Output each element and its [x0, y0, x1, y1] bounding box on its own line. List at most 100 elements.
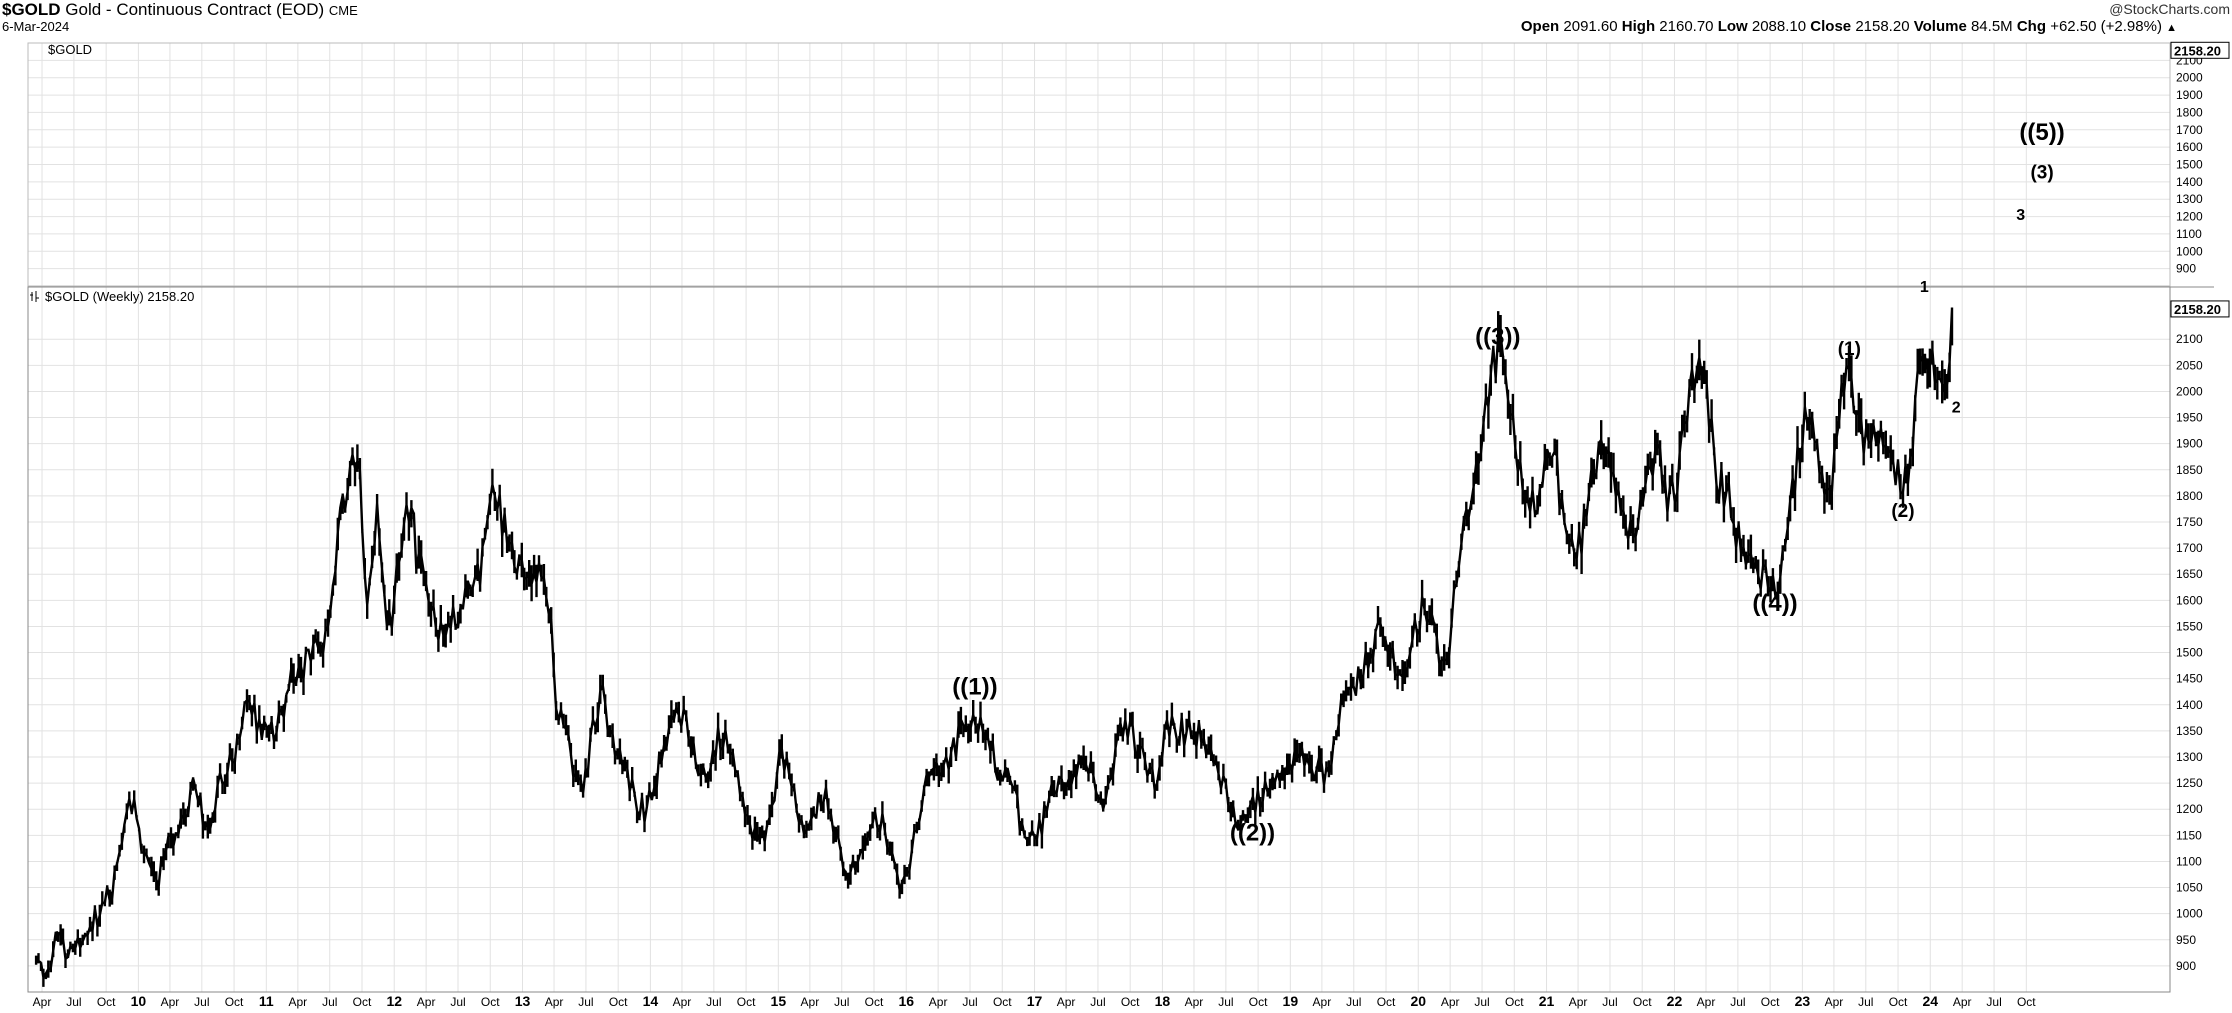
- x-tick-label: Oct: [1121, 995, 1140, 1009]
- x-tick-label: Jul: [578, 995, 593, 1009]
- y-tick-label: 1350: [2176, 724, 2203, 738]
- x-tick-label: Apr: [1185, 995, 1204, 1009]
- y-tick-label: 1700: [2176, 123, 2203, 137]
- x-tick-label: Oct: [353, 995, 372, 1009]
- wave-label: (1): [1838, 339, 1861, 360]
- close-value: 2158.20: [1855, 18, 1910, 35]
- chart-title: $GOLD Gold - Continuous Contract (EOD) C…: [2, 0, 358, 20]
- x-axis: Apr Jul Oct 10 Apr Jul Oct 11 Apr Jul Oct 12 Apr Jul O…: [33, 993, 2037, 1009]
- y-tick-label: 1500: [2176, 646, 2203, 660]
- x-tick-label: Apr: [1953, 995, 1972, 1009]
- wave-label: 2: [1952, 399, 1961, 416]
- grid-lines: [28, 43, 2170, 992]
- gold-weekly-line: [34, 307, 1954, 987]
- wave-label: ((4)): [1752, 590, 1797, 617]
- last-value-tag-text: 2158.20: [2174, 43, 2221, 58]
- x-tick-label: Jul: [834, 995, 849, 1009]
- x-tick-label: 18: [1155, 993, 1171, 1009]
- wave-label: (2): [1891, 501, 1914, 522]
- x-tick-label: Jul: [1730, 995, 1745, 1009]
- x-tick-label: Apr: [289, 995, 308, 1009]
- contract-name: Gold - Continuous Contract (EOD): [65, 0, 325, 19]
- x-tick-label: 21: [1539, 993, 1555, 1009]
- y-tick-label: 1800: [2176, 489, 2203, 503]
- x-tick-label: 24: [1922, 993, 1938, 1009]
- y-tick-label: 1150: [2176, 828, 2202, 842]
- y-tick-label: 900: [2176, 262, 2196, 276]
- y-tick-label: 950: [2176, 933, 2196, 947]
- y-tick-label: 1550: [2176, 619, 2203, 633]
- x-tick-label: Oct: [1249, 995, 1268, 1009]
- top-y-axis: 900 1000 1100 1200 1300 1400 1500 1600 1700 1800 1…: [2176, 53, 2203, 275]
- y-tick-label: 1650: [2176, 567, 2203, 581]
- close-label: Close: [1810, 18, 1852, 35]
- x-tick-label: 17: [1027, 993, 1043, 1009]
- x-tick-label: Oct: [1761, 995, 1780, 1009]
- x-tick-label: Oct: [225, 995, 244, 1009]
- chg-label: Chg: [2016, 18, 2047, 35]
- wave-label: 1: [1920, 279, 1929, 296]
- x-tick-label: Apr: [1569, 995, 1588, 1009]
- x-tick-label: Oct: [993, 995, 1012, 1009]
- x-tick-label: Jul: [322, 995, 337, 1009]
- x-tick-label: 22: [1667, 993, 1683, 1009]
- y-tick-label: 1300: [2176, 750, 2203, 764]
- y-tick-label: 1400: [2176, 175, 2203, 189]
- y-tick-label: 1900: [2176, 88, 2203, 102]
- x-tick-label: Jul: [1218, 995, 1233, 1009]
- y-tick-label: 1900: [2176, 437, 2203, 451]
- main-legend-text: $GOLD (Weekly) 2158.20: [45, 289, 194, 304]
- y-tick-label: 1250: [2176, 776, 2203, 790]
- x-tick-label: Oct: [481, 995, 500, 1009]
- y-tick-label: 1600: [2176, 140, 2203, 154]
- x-tick-label: 16: [898, 993, 914, 1009]
- x-tick-label: Apr: [1313, 995, 1332, 1009]
- x-tick-label: Oct: [97, 995, 116, 1009]
- wave-label: ((1)): [952, 673, 997, 700]
- x-tick-label: 14: [643, 993, 659, 1009]
- y-tick-label: 1950: [2176, 411, 2203, 425]
- x-tick-label: Oct: [1377, 995, 1396, 1009]
- y-tick-label: 1850: [2176, 463, 2203, 477]
- main-panel-frame: [27, 286, 2171, 993]
- wave-label: ((2)): [1230, 820, 1275, 847]
- last-value-tag-box: [2170, 300, 2230, 318]
- x-tick-label: Apr: [929, 995, 948, 1009]
- wave-annotations: ((1)) ((2)) ((3)) ((4)) (1) (2) 1 2: [952, 279, 1960, 846]
- projection-label: (3): [2030, 162, 2053, 183]
- main-legend: $GOLD (Weekly) 2158.20: [30, 289, 194, 304]
- wave-label: ((3)): [1475, 323, 1520, 350]
- main-y-axis: 900 950 1000 1050 1100 1150 1200 1250 1300 1350 14…: [2176, 332, 2203, 973]
- x-tick-label: 15: [771, 993, 787, 1009]
- volume-label: Volume: [1913, 18, 1967, 35]
- bar-style-icon: [30, 291, 39, 302]
- y-tick-label: 1500: [2176, 158, 2203, 172]
- x-tick-label: Jul: [706, 995, 721, 1009]
- x-tick-label: 12: [386, 993, 402, 1009]
- brand-logo: @StockCharts.com: [2109, 1, 2230, 17]
- x-tick-label: Jul: [1858, 995, 1873, 1009]
- x-tick-label: Oct: [609, 995, 628, 1009]
- x-tick-label: 19: [1283, 993, 1299, 1009]
- top-legend: $GOLD: [48, 42, 92, 57]
- y-tick-label: 2050: [2176, 358, 2203, 372]
- low-value: 2088.10: [1751, 18, 1807, 35]
- price-series: [34, 307, 1954, 987]
- x-tick-label: Jul: [1474, 995, 1489, 1009]
- x-tick-label: Jul: [1602, 995, 1617, 1009]
- x-tick-label: 20: [1410, 993, 1426, 1009]
- x-tick-label: Apr: [33, 995, 52, 1009]
- x-tick-label: Apr: [161, 995, 180, 1009]
- top-last-value-tag: 2158.20: [2170, 41, 2230, 59]
- ohlc-readout: Open 2091.60 High 2160.70 Low 2088.10 Cl…: [1521, 18, 2177, 35]
- projection-label: ((5)): [2019, 119, 2064, 146]
- x-tick-label: Oct: [1889, 995, 1908, 1009]
- x-tick-label: Apr: [1441, 995, 1460, 1009]
- high-value: 2160.70: [1659, 18, 1714, 35]
- y-tick-label: 1000: [2176, 907, 2203, 921]
- y-tick-label: 1300: [2176, 192, 2203, 206]
- x-tick-label: Oct: [2017, 995, 2036, 1009]
- x-tick-label: 11: [259, 993, 274, 1009]
- x-tick-label: 13: [515, 993, 531, 1009]
